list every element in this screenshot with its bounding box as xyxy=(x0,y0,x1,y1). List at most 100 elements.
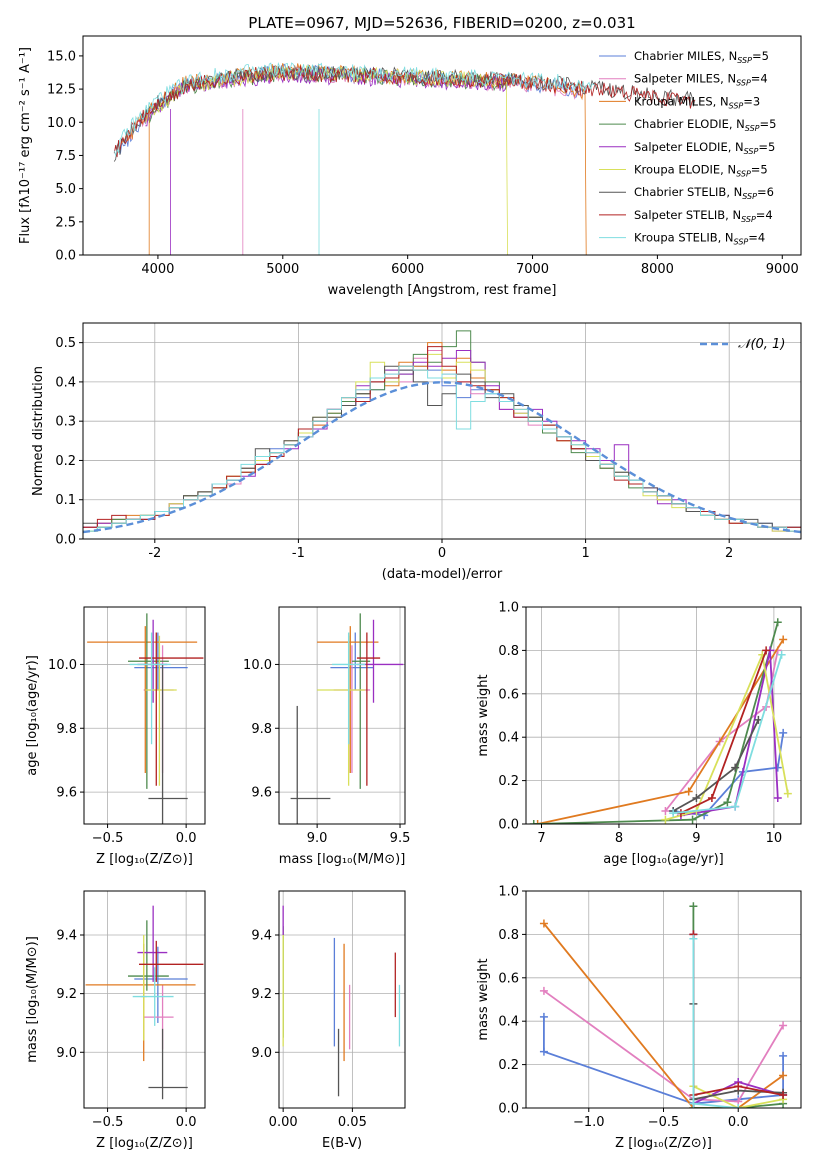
legend-entry: Kroupa STELIB, NSSP=4 xyxy=(634,231,765,247)
x-tick-label: 4000 xyxy=(141,262,174,277)
x-tick-label: 9.0 xyxy=(307,831,328,846)
mass-weight-line xyxy=(543,990,784,1103)
data-point-marker xyxy=(723,798,732,807)
y-tick-label: 9.2 xyxy=(251,987,272,1002)
y-tick-label: 15.0 xyxy=(47,49,76,64)
x-tick-label: 0.0 xyxy=(176,1115,197,1130)
legend-entry: Kroupa MILES, NSSP=3 xyxy=(634,94,760,110)
data-point-marker xyxy=(707,793,716,802)
panel-spectrum: Chabrier MILES, NSSP=5 Salpeter MILES, NS… xyxy=(18,14,802,298)
plot-area xyxy=(282,905,401,1097)
x-tick-label: 8 xyxy=(615,831,623,846)
axes-frame xyxy=(83,606,206,825)
axes-frame xyxy=(82,35,802,256)
x-axis-label: E(B-V) xyxy=(322,1136,362,1151)
plot-area xyxy=(83,330,801,539)
data-point-marker xyxy=(777,650,786,659)
panel-mass-vs-z: −0.5 0.0 9.0 9.2 9.4 Z [log₁₀(Z/Z⊙)] mass [log… xyxy=(25,890,206,1151)
spectrum-series-line xyxy=(120,63,587,255)
data-point-marker xyxy=(539,986,548,995)
axes-frame xyxy=(278,890,406,1109)
legend-entry: Chabrier ELODIE, NSSP=5 xyxy=(634,117,776,133)
y-tick-label: 0.6 xyxy=(498,687,519,702)
plot-area xyxy=(529,618,792,824)
y-tick-label: 0.8 xyxy=(498,928,519,943)
x-axis-label: mass [log₁₀(M/M⊙)] xyxy=(279,852,406,867)
y-axis-label: age [log₁₀(age/yr)] xyxy=(25,655,40,776)
data-point-marker xyxy=(688,815,697,824)
x-axis-label: Z [log₁₀(Z/Z⊙)] xyxy=(96,1136,193,1151)
y-tick-label: 0.0 xyxy=(498,1102,519,1117)
x-tick-label: -1 xyxy=(292,546,305,561)
x-tick-label: 5000 xyxy=(266,262,299,277)
y-tick-label: 9.6 xyxy=(56,786,77,801)
panel-residuals: 𝒩(0, 1) -2 -1 0 1 2 0.0 0.1 0.2 0.3 0.4 0.5 (data-mo… xyxy=(31,322,802,582)
x-tick-label: 10 xyxy=(766,831,783,846)
y-tick-label: 9.6 xyxy=(251,786,272,801)
y-tick-label: 1.0 xyxy=(498,601,519,616)
data-point-marker xyxy=(779,1021,788,1030)
y-tick-label: 9.0 xyxy=(251,1046,272,1061)
data-point-marker xyxy=(684,787,693,796)
data-point-marker xyxy=(779,728,788,737)
legend-entry: Kroupa ELODIE, NSSP=5 xyxy=(634,163,768,179)
x-tick-label: 0.05 xyxy=(338,1115,367,1130)
legend-entry: Salpeter STELIB, NSSP=4 xyxy=(634,208,773,224)
y-tick-label: 10.0 xyxy=(243,658,272,673)
x-tick-label: 9000 xyxy=(766,262,799,277)
panel-age-vs-z: −0.5 0.0 9.6 9.8 10.0 Z [log₁₀(Z/Z⊙)] age [log… xyxy=(25,606,206,867)
y-tick-label: 1.0 xyxy=(498,885,519,900)
x-tick-label: 9 xyxy=(692,831,700,846)
data-point-marker xyxy=(539,1012,548,1021)
spectrum-series-line xyxy=(113,61,596,157)
plot-area xyxy=(539,902,788,1108)
mass-weight-line xyxy=(533,621,779,824)
x-axis-label: (data-model)/error xyxy=(382,567,503,582)
data-point-marker xyxy=(779,1090,788,1099)
data-point-marker xyxy=(762,646,771,655)
axes-frame xyxy=(525,606,802,825)
data-point-marker xyxy=(669,809,678,818)
data-point-marker xyxy=(734,1104,743,1108)
mass-weight-line xyxy=(692,938,739,1108)
legend-entry: Chabrier STELIB, NSSP=6 xyxy=(634,185,774,201)
x-tick-label: 2 xyxy=(725,546,733,561)
x-tick-label: −1.0 xyxy=(573,1115,605,1130)
legend-entry: Salpeter ELODIE, NSSP=5 xyxy=(634,140,775,156)
data-point-marker xyxy=(689,934,698,943)
plot-area xyxy=(113,61,696,255)
data-point-marker xyxy=(773,763,782,772)
data-point-marker xyxy=(783,789,792,798)
x-tick-label: 0.0 xyxy=(176,831,197,846)
data-point-marker xyxy=(773,793,782,802)
y-tick-label: 12.5 xyxy=(47,83,76,98)
data-point-marker xyxy=(689,1099,698,1108)
spectrum-series-line xyxy=(113,65,696,158)
y-tick-label: 5.0 xyxy=(55,182,76,197)
x-axis-label: Z [log₁₀(Z/Z⊙)] xyxy=(96,852,193,867)
y-axis-label: mass [log₁₀(M/M⊙)] xyxy=(25,936,40,1063)
legend-entry: Chabrier MILES, NSSP=5 xyxy=(634,49,769,65)
x-tick-label: 0 xyxy=(438,546,446,561)
x-tick-label: −0.5 xyxy=(648,1115,680,1130)
mass-weight-line xyxy=(543,1016,784,1105)
x-tick-label: 7 xyxy=(537,831,545,846)
mass-weight-line xyxy=(693,1085,784,1108)
data-point-marker xyxy=(731,802,740,811)
y-tick-label: 0.3 xyxy=(55,415,76,430)
y-tick-label: 0.4 xyxy=(498,1015,519,1030)
x-tick-label: 0.00 xyxy=(269,1115,298,1130)
x-tick-label: 7000 xyxy=(516,262,549,277)
y-tick-label: 0.4 xyxy=(55,375,76,390)
y-tick-label: 0.5 xyxy=(55,336,76,351)
y-tick-label: 0.4 xyxy=(498,731,519,746)
y-tick-label: 9.4 xyxy=(251,928,272,943)
plot-area xyxy=(87,613,204,824)
data-point-marker xyxy=(539,919,548,928)
data-point-marker xyxy=(661,815,670,824)
x-axis-label: Z [log₁₀(Z/Z⊙)] xyxy=(615,1136,712,1151)
panel-age-vs-mass: 9.0 9.5 9.6 9.8 10.0 mass [log₁₀(M/M⊙)] xyxy=(243,606,410,867)
y-tick-label: 0.0 xyxy=(55,533,76,548)
x-tick-label: 1 xyxy=(581,546,589,561)
